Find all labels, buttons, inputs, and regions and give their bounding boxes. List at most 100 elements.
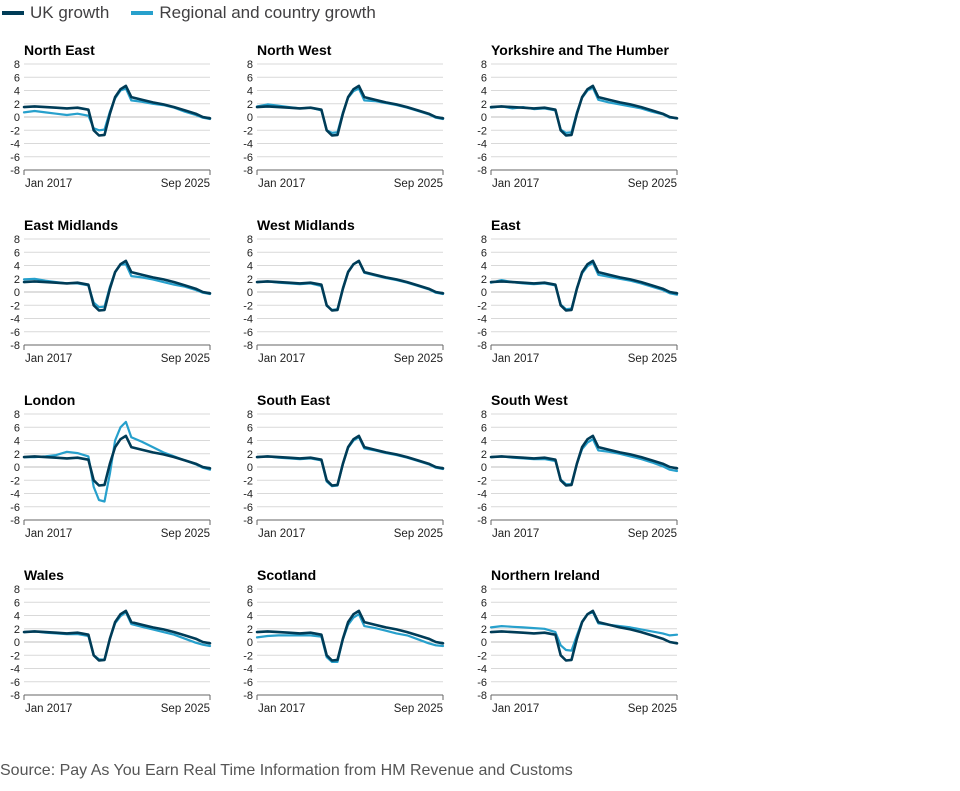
legend-swatch-regional	[131, 11, 154, 15]
panel-plot: 86 420-2 -4-6-8 Jan 2017 Sep 2025	[243, 234, 445, 365]
y-tick-label: -8	[477, 340, 487, 352]
y-tick-label: -2	[243, 125, 253, 137]
y-tick-label: 2	[481, 99, 487, 111]
y-tick-label: 0	[247, 637, 253, 649]
x-tick-label-end: Sep 2025	[628, 528, 677, 540]
y-tick-label: -6	[477, 677, 487, 689]
y-tick-label: -6	[243, 502, 253, 514]
legend-item-regional[interactable]: Regional and country growth	[131, 3, 376, 23]
x-tick-label-end: Sep 2025	[394, 703, 443, 715]
legend-label-uk: UK growth	[30, 3, 110, 22]
y-tick-label: -4	[243, 314, 253, 326]
x-tick-label-end: Sep 2025	[628, 703, 677, 715]
y-tick-label: 0	[481, 637, 487, 649]
y-tick-label: -8	[243, 515, 253, 527]
y-tick-label: -4	[477, 489, 487, 501]
y-tick-label: -4	[10, 139, 20, 151]
small-multiples-grid: North East 8 6 4 2 0 -2 -4 -6 -8 Jan 2017 Sep 2025 N…	[0, 38, 700, 738]
panel-title: Yorkshire and The Humber	[491, 42, 669, 58]
y-tick-label: 2	[247, 99, 253, 111]
y-tick-label: 2	[247, 274, 253, 286]
y-tick-label: 4	[481, 611, 487, 623]
y-tick-label: -6	[477, 327, 487, 339]
chart-panel-south-west: South West 8 6 4 2 0 -2 -4 -6 -8 Jan 2017 Sep 2025	[467, 388, 701, 563]
y-tick-label: -8	[10, 690, 20, 702]
series-line-uk	[255, 434, 445, 487]
panel-title: South East	[257, 392, 331, 408]
y-tick-label: 2	[481, 624, 487, 636]
y-tick-label: -6	[10, 677, 20, 689]
panel-plot: 86 420-2 -4-6-8 Jan 2017 Sep 2025	[243, 584, 445, 715]
x-tick-label-start: Jan 2017	[492, 528, 539, 540]
y-tick-label: 6	[481, 597, 487, 609]
y-tick-label: 4	[481, 261, 487, 273]
y-tick-label: 6	[481, 247, 487, 259]
y-tick-label: -2	[10, 475, 20, 487]
x-tick-label-end: Sep 2025	[394, 353, 443, 365]
chart-panel-wales: Wales 8 6 4 2 0 -2 -4 -6 -8 Jan 2017 Sep 2025	[0, 563, 234, 738]
y-tick-label: 6	[481, 72, 487, 84]
x-tick-label-start: Jan 2017	[492, 353, 539, 365]
x-tick-label-end: Sep 2025	[161, 528, 210, 540]
y-tick-label: 2	[247, 449, 253, 461]
series-line-uk	[489, 434, 679, 487]
y-tick-label: 8	[14, 409, 20, 421]
x-tick-label-start: Jan 2017	[492, 178, 539, 190]
y-tick-label: 8	[247, 59, 253, 71]
panel-plot: 86 420-2 -4-6-8 Jan 2017 Sep 2025	[477, 59, 679, 190]
series-line-uk	[489, 609, 679, 662]
panel-title: North East	[24, 42, 95, 58]
x-tick-label-start: Jan 2017	[492, 703, 539, 715]
y-tick-label: -4	[477, 139, 487, 151]
y-tick-label: 8	[247, 584, 253, 596]
panel-plot: 86 420-2 -4-6-8 Jan 2017 Sep 2025	[243, 59, 445, 190]
y-tick-label: -8	[477, 165, 487, 177]
chart-panel-london: London 8 6 4 2 0 -2 -4 -6 -8 Jan 2017 Sep 2025	[0, 388, 234, 563]
chart-panel-north-east: North East 8 6 4 2 0 -2 -4 -6 -8 Jan 2017 Sep 2025	[0, 38, 234, 213]
x-tick-label-end: Sep 2025	[394, 178, 443, 190]
y-tick-label: -2	[243, 475, 253, 487]
y-tick-label: -8	[477, 690, 487, 702]
series-line-uk	[22, 609, 212, 662]
y-tick-label: -2	[477, 125, 487, 137]
y-tick-label: 0	[247, 462, 253, 474]
series-line-uk	[489, 259, 679, 312]
y-tick-label: 2	[14, 274, 20, 286]
y-tick-label: 2	[481, 449, 487, 461]
y-tick-label: 8	[247, 409, 253, 421]
y-tick-label: 2	[14, 99, 20, 111]
y-tick-label: 0	[14, 112, 20, 124]
chart-panel-south-east: South East 8 6 4 2 0 -2 -4 -6 -8 Jan 2017 Sep 2025	[233, 388, 467, 563]
y-tick-label: -2	[10, 300, 20, 312]
legend-swatch-uk	[2, 11, 24, 15]
y-tick-label: -2	[243, 300, 253, 312]
panel-title: North West	[257, 42, 332, 58]
y-tick-label: 4	[14, 86, 20, 98]
y-tick-label: -2	[477, 475, 487, 487]
y-tick-label: -8	[243, 690, 253, 702]
legend: UK growth Regional and country growth	[2, 3, 376, 23]
y-tick-label: 6	[247, 422, 253, 434]
y-tick-label: -8	[477, 515, 487, 527]
y-tick-label: 4	[481, 436, 487, 448]
x-tick-label-start: Jan 2017	[258, 178, 305, 190]
y-tick-label: -2	[10, 650, 20, 662]
chart-panel-yorkshire-and-the-humber: Yorkshire and The Humber 8 6 4 2 0 -2 -4 -6 -8 Jan…	[467, 38, 701, 213]
panel-plot: 86 420-2 -4-6-8 Jan 2017 Sep 2025	[10, 234, 212, 365]
x-tick-label-end: Sep 2025	[161, 353, 210, 365]
y-tick-label: 0	[247, 287, 253, 299]
y-tick-label: 6	[14, 247, 20, 259]
y-tick-label: 8	[481, 59, 487, 71]
series-line-uk	[22, 434, 212, 487]
y-tick-label: 2	[14, 449, 20, 461]
y-tick-label: -4	[10, 664, 20, 676]
y-tick-label: -2	[477, 300, 487, 312]
panel-title: London	[24, 392, 76, 408]
legend-item-uk[interactable]: UK growth	[2, 3, 109, 23]
y-tick-label: 6	[14, 422, 20, 434]
y-tick-label: 6	[247, 597, 253, 609]
y-tick-label: -4	[243, 664, 253, 676]
y-tick-label: 8	[481, 234, 487, 246]
y-tick-label: 0	[14, 637, 20, 649]
x-tick-label-end: Sep 2025	[161, 703, 210, 715]
